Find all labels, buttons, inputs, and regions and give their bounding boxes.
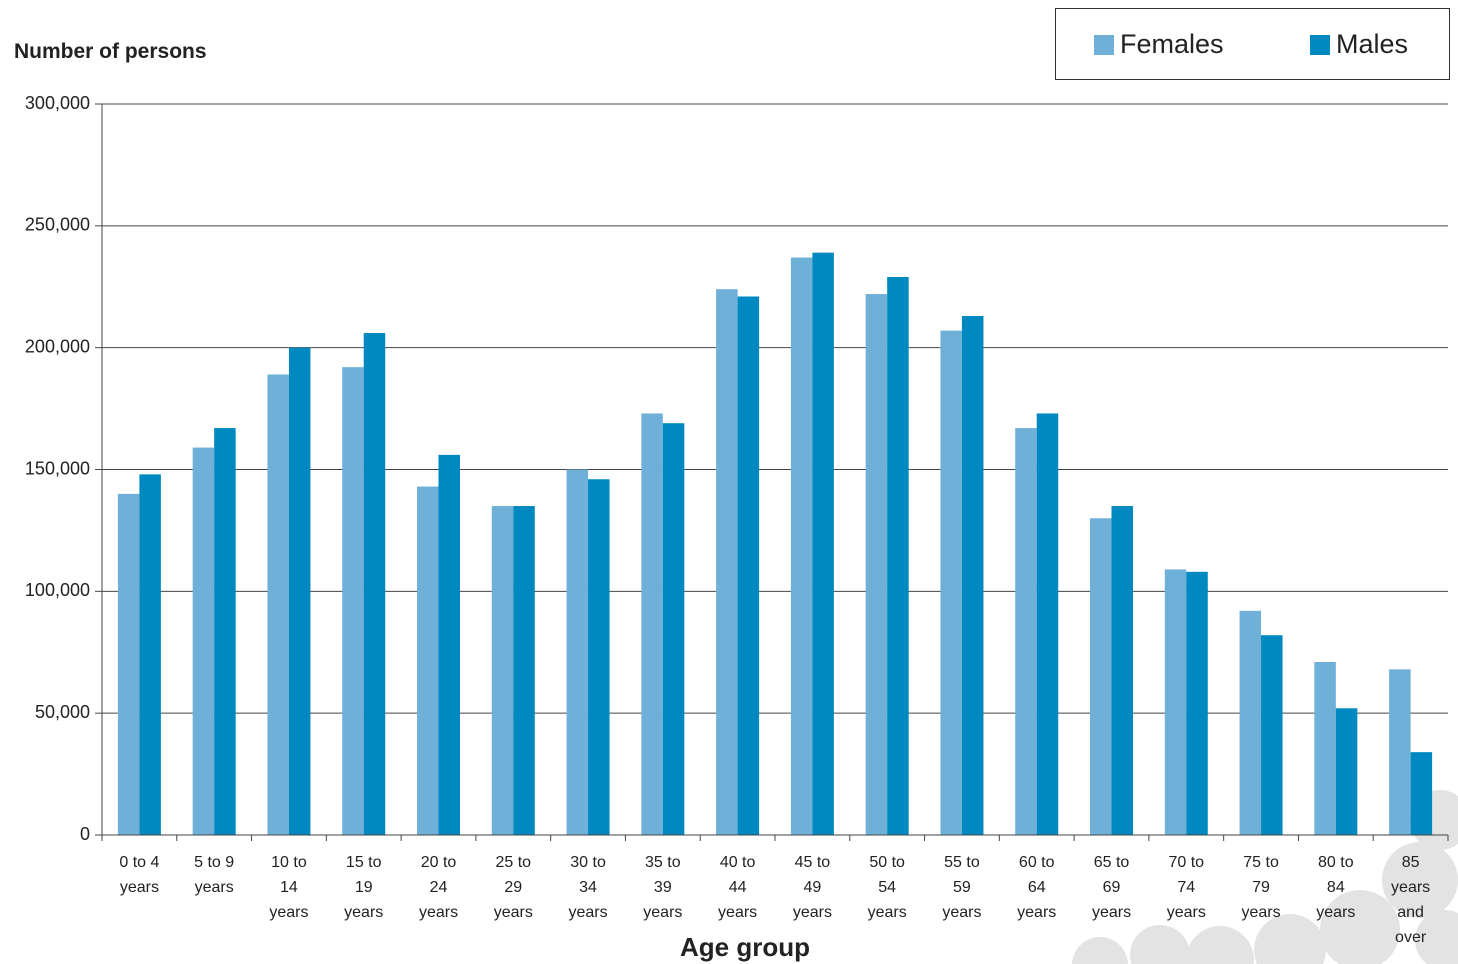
- x-tick-label: 45 to 49 years: [792, 854, 832, 921]
- y-tick-label: 100,000: [25, 580, 90, 600]
- bar: [1410, 752, 1433, 835]
- x-tick-label: 15 to 19 years: [344, 854, 384, 921]
- y-tick-label: 50,000: [35, 702, 90, 722]
- legend-item: Females: [1094, 29, 1224, 60]
- bar: [716, 289, 738, 836]
- bar: [1111, 506, 1133, 835]
- bar: [1239, 610, 1262, 835]
- decoration: [1072, 790, 1458, 964]
- x-tick-label: 5 to 9 years: [194, 854, 235, 896]
- bar: [1036, 413, 1059, 835]
- bar: [491, 506, 514, 835]
- x-tick-label: 10 to 14 years: [269, 854, 309, 921]
- x-tick-label: 60 to 64 years: [1017, 854, 1057, 921]
- legend-item: Males: [1310, 29, 1408, 60]
- bar: [1335, 708, 1358, 835]
- bar: [737, 296, 760, 835]
- bar: [117, 493, 140, 835]
- bar: [961, 315, 984, 835]
- x-tick-label: 55 to 59 years: [942, 854, 982, 921]
- bar: [438, 454, 460, 835]
- bar: [192, 447, 215, 835]
- x-tick-label: 35 to 39 years: [643, 854, 683, 921]
- x-tick-label: 25 to 29 years: [493, 854, 533, 921]
- bar: [566, 469, 589, 835]
- bar: [267, 374, 289, 835]
- x-tick-label: 80 to 84 years: [1316, 854, 1356, 921]
- bar: [1164, 569, 1187, 835]
- legend-label: Males: [1336, 29, 1409, 59]
- y-tick-label: 250,000: [25, 215, 90, 235]
- legend-swatch: [1094, 34, 1114, 55]
- y-axis-title: Number of persons: [14, 40, 207, 63]
- bar: [417, 486, 439, 835]
- x-tick-label: 20 to 24 years: [418, 854, 459, 921]
- bar: [342, 367, 364, 835]
- x-tick-label: 30 to 34 years: [568, 854, 608, 921]
- x-axis-title: Age group: [680, 932, 810, 962]
- legend: Females Males: [1055, 8, 1450, 80]
- y-tick-label: 0: [80, 824, 90, 844]
- bar: [214, 428, 236, 835]
- x-tick-label: 75 to 79 years: [1241, 854, 1281, 921]
- y-tick-label: 150,000: [25, 458, 90, 478]
- y-tick-label: 300,000: [25, 93, 90, 113]
- bar: [940, 330, 962, 835]
- bar: [865, 294, 888, 835]
- x-tick-label: 85 years and over: [1391, 854, 1431, 946]
- bar: [641, 413, 663, 835]
- bar: [662, 423, 685, 835]
- x-tick-label: 40 to 44 years: [718, 854, 758, 921]
- bar: [1389, 669, 1411, 835]
- bar: [1261, 635, 1283, 835]
- legend-swatch: [1310, 34, 1330, 55]
- x-tick-label: 0 to 4 years: [119, 854, 160, 896]
- legend-label: Females: [1120, 29, 1224, 59]
- bar: [1314, 661, 1336, 835]
- bar: [1015, 428, 1037, 835]
- bar: [887, 277, 909, 836]
- bar: [790, 257, 813, 835]
- x-tick-label: 50 to 54 years: [867, 854, 907, 921]
- bar: [139, 474, 161, 835]
- bar: [812, 252, 834, 836]
- x-tick-label: 65 to 69 years: [1091, 854, 1132, 921]
- bar: [1186, 571, 1208, 835]
- bar: [363, 333, 386, 835]
- bar: [1090, 518, 1112, 835]
- x-tick-label: 70 to 74 years: [1166, 854, 1206, 921]
- bar: [513, 506, 535, 835]
- bar: [288, 347, 311, 835]
- y-tick-label: 200,000: [25, 336, 90, 356]
- bar: [588, 479, 610, 835]
